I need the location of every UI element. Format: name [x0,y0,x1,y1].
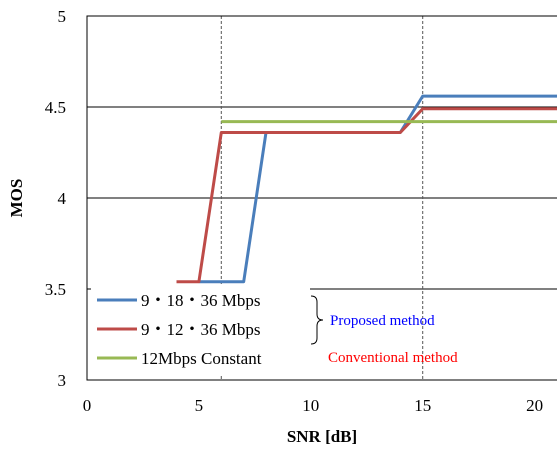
y-tick-label: 5 [58,7,67,26]
y-tick-label: 4.5 [45,98,66,117]
proposed-method-annotation: Proposed method [330,313,435,329]
y-tick-labels: 3 3.5 4 4.5 5 [45,7,67,390]
series-line-2 [176,107,557,284]
y-axis-title: MOS [7,179,26,218]
legend-label-1: 9・18・36 Mbps [141,291,260,310]
y-tick-label: 4 [58,189,67,208]
legend-label-2: 9・12・36 Mbps [141,320,260,339]
data-series [176,94,557,284]
y-tick-label: 3 [58,371,67,390]
plot-area-frame [86,15,557,381]
legend-brace [310,295,324,345]
x-tick-labels: 0 5 10 15 20 [83,396,543,415]
x-tick-label: 10 [302,396,319,415]
x-tick-label: 15 [414,396,431,415]
x-axis-title: SNR [dB] [287,427,357,446]
conventional-method-annotation: Conventional method [328,350,458,366]
x-tick-label: 5 [195,396,204,415]
y-tick-label: 3.5 [45,280,66,299]
dashed-reference-lines [220,16,424,380]
x-tick-label: 20 [526,396,543,415]
legend: 9・18・36 Mbps 9・12・36 Mbps 12Mbps Constant [91,285,310,375]
legend-label-3: 12Mbps Constant [141,349,262,368]
x-tick-label: 0 [83,396,92,415]
